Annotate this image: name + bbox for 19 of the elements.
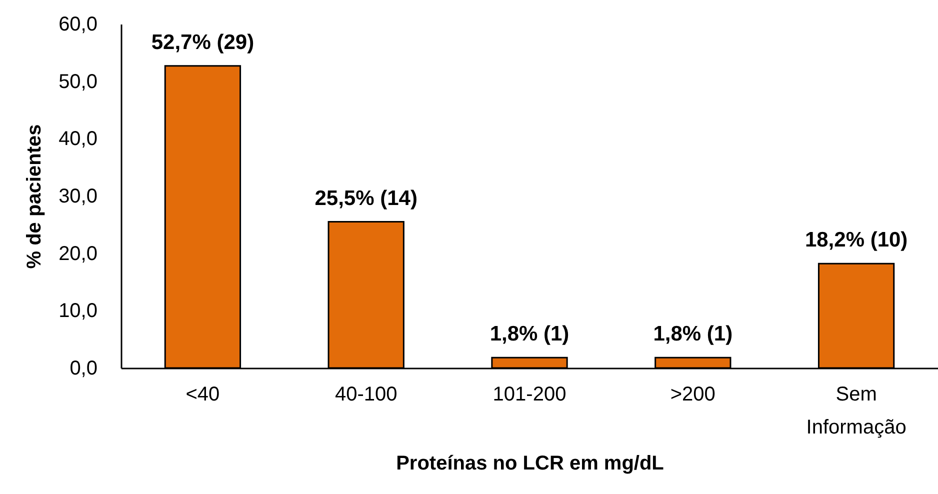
y-tick-label: 10,0 <box>58 300 98 322</box>
x-tick-label: <40 <box>186 384 220 406</box>
y-tick-label: 60,0 <box>58 14 98 36</box>
y-tick-label: 0,0 <box>70 358 98 380</box>
y-tick-label: 20,0 <box>58 242 98 265</box>
x-tick-label: 40-100 <box>334 384 398 406</box>
data-label: 18,2% (10) <box>804 228 908 252</box>
data-label: 25,5% (14) <box>314 186 418 210</box>
y-axis-title: % de pacientes <box>24 124 46 269</box>
y-tick-label: 50,0 <box>58 70 98 93</box>
x-axis-title: Proteínas no LCR em mg/dL <box>396 452 664 474</box>
x-tick-label: Sem Informação <box>806 384 906 438</box>
data-label: 1,8% (1) <box>653 322 733 346</box>
x-tick-label: >200 <box>670 384 716 406</box>
y-tick-label: 40,0 <box>58 128 98 150</box>
y-tick-label: 30,0 <box>58 186 98 208</box>
data-label: 52,7% (29) <box>151 30 254 54</box>
data-label: 1,8% (1) <box>490 322 570 346</box>
x-tick-label: 101-200 <box>492 384 566 406</box>
